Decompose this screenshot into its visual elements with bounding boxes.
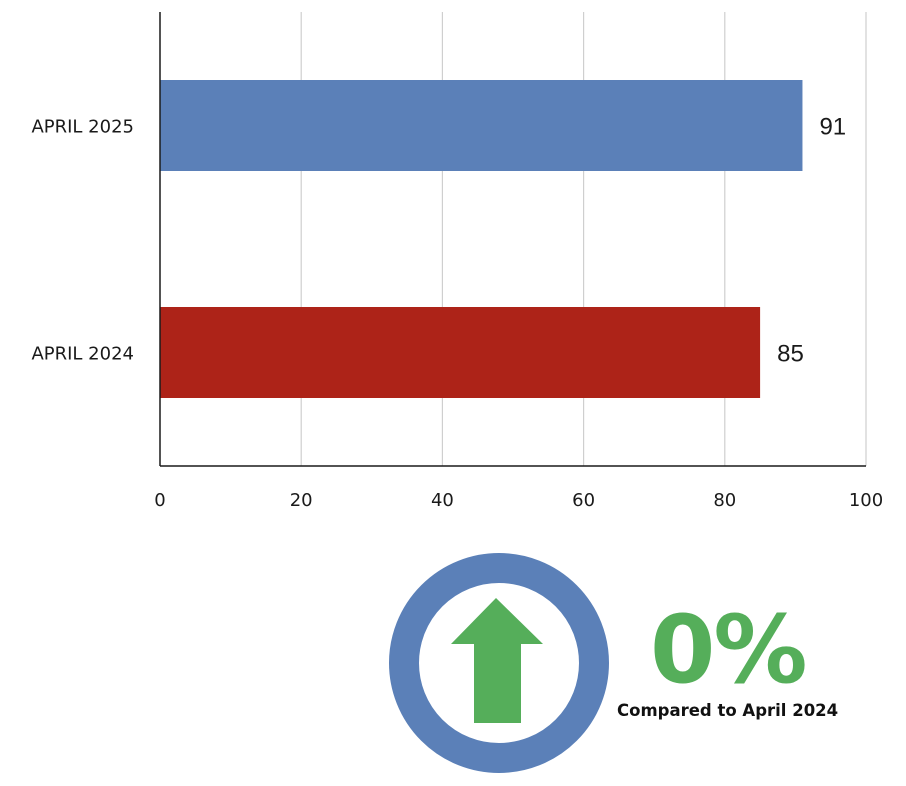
category-label: APRIL 2024 bbox=[31, 344, 134, 365]
x-tick-label: 20 bbox=[290, 490, 313, 511]
change-caption: Compared to April 2024 bbox=[617, 701, 839, 720]
x-tick-label: 60 bbox=[572, 490, 595, 511]
change-percentage: 0% bbox=[650, 596, 808, 705]
data-label: 85 bbox=[777, 341, 804, 368]
x-tick-label: 80 bbox=[713, 490, 736, 511]
x-tick-label: 0 bbox=[154, 490, 165, 511]
x-tick-label: 40 bbox=[431, 490, 454, 511]
labels: 0 20 40 60 80 100 APRIL 2025 91 APRIL 2024 85 bbox=[31, 114, 883, 512]
bar bbox=[160, 80, 803, 171]
indicator-ring bbox=[389, 553, 609, 773]
arrow-up-icon bbox=[451, 598, 543, 723]
bar-chart: 0 20 40 60 80 100 APRIL 2025 91 APRIL 2024 85 bbox=[31, 12, 883, 512]
bars bbox=[160, 80, 803, 398]
bar bbox=[160, 307, 761, 398]
category-label: APRIL 2025 bbox=[31, 117, 134, 138]
change-indicator bbox=[389, 553, 609, 773]
x-tick-label: 100 bbox=[849, 490, 883, 511]
axes bbox=[159, 12, 866, 467]
data-label: 91 bbox=[819, 114, 846, 141]
